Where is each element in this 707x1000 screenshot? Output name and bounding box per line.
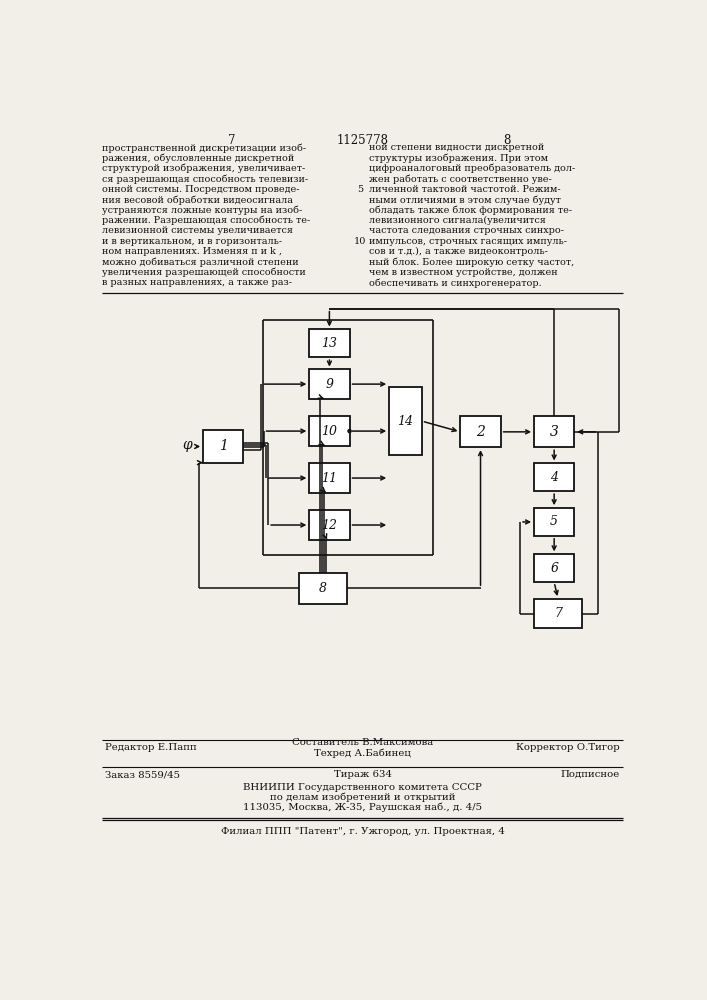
Text: 6: 6 — [550, 562, 558, 575]
Text: обеспечивать и синхрогенератор.: обеспечивать и синхрогенератор. — [369, 278, 542, 288]
Text: и в вертикальном, и в горизонталь-: и в вертикальном, и в горизонталь- — [103, 237, 283, 246]
Text: сов и т.д.), а также видеоконтроль-: сов и т.д.), а также видеоконтроль- — [369, 247, 548, 256]
Text: 5: 5 — [357, 185, 363, 194]
Bar — [389, 387, 421, 455]
Text: увеличения разрешающей способности: увеличения разрешающей способности — [103, 268, 306, 277]
Text: 3: 3 — [550, 425, 559, 439]
Text: 7: 7 — [554, 607, 562, 620]
Bar — [534, 463, 574, 491]
Text: 8: 8 — [319, 582, 327, 595]
Bar — [460, 416, 501, 447]
Text: обладать также блок формирования те-: обладать также блок формирования те- — [369, 205, 572, 215]
Text: импульсов, строчных гасящих импуль-: импульсов, строчных гасящих импуль- — [369, 237, 567, 246]
Bar — [309, 416, 349, 446]
Text: 10: 10 — [354, 237, 367, 246]
Text: частота следования строчных синхро-: частота следования строчных синхро- — [369, 226, 564, 235]
Text: 10: 10 — [322, 425, 337, 438]
Text: ной степени видности дискретной: ной степени видности дискретной — [369, 143, 544, 152]
Text: 1: 1 — [218, 439, 228, 453]
Text: Филиал ППП "Патент", г. Ужгород, ул. Проектная, 4: Филиал ППП "Патент", г. Ужгород, ул. Про… — [221, 827, 505, 836]
Text: ными отличиями в этом случае будут: ными отличиями в этом случае будут — [369, 195, 561, 205]
Text: Составитель В.Максимова: Составитель В.Максимова — [292, 738, 433, 747]
Circle shape — [348, 430, 351, 433]
Bar — [534, 416, 574, 447]
Text: 13: 13 — [322, 337, 337, 350]
Text: 14: 14 — [397, 415, 414, 428]
Text: 11: 11 — [322, 472, 337, 485]
Bar — [309, 329, 349, 357]
Text: ВНИИПИ Государственного комитета СССР: ВНИИПИ Государственного комитета СССР — [243, 783, 482, 792]
Text: можно добиваться различной степени: можно добиваться различной степени — [103, 257, 299, 267]
Text: личенной тактовой частотой. Режим-: личенной тактовой частотой. Режим- — [369, 185, 561, 194]
Bar — [534, 508, 574, 536]
Text: структуры изображения. При этом: структуры изображения. При этом — [369, 153, 548, 163]
Bar — [203, 430, 243, 463]
Bar — [309, 369, 349, 399]
Text: структурой изображения, увеличивает-: структурой изображения, увеличивает- — [103, 164, 305, 173]
Text: 7: 7 — [228, 134, 235, 147]
Bar — [309, 510, 349, 540]
Text: Заказ 8559/45: Заказ 8559/45 — [105, 770, 180, 779]
Text: 9: 9 — [325, 378, 334, 391]
Text: 113035, Москва, Ж-35, Раушская наб., д. 4/5: 113035, Москва, Ж-35, Раушская наб., д. … — [243, 803, 482, 812]
Text: пространственной дискретизации изоб-: пространственной дискретизации изоб- — [103, 143, 306, 153]
Text: 5: 5 — [550, 515, 558, 528]
Bar — [309, 463, 349, 493]
Text: 1125778: 1125778 — [337, 134, 389, 147]
Text: 2: 2 — [476, 425, 485, 439]
Text: Техред А.Бабинец: Техред А.Бабинец — [315, 749, 411, 758]
Text: Тираж 634: Тираж 634 — [334, 770, 392, 779]
Text: 12: 12 — [322, 519, 337, 532]
Text: онной системы. Посредством проведе-: онной системы. Посредством проведе- — [103, 185, 300, 194]
Text: в разных направлениях, а также раз-: в разных направлениях, а также раз- — [103, 278, 292, 287]
Text: Редактор Е.Папп: Редактор Е.Папп — [105, 743, 197, 752]
Text: по делам изобретений и открытий: по делам изобретений и открытий — [270, 793, 455, 802]
Text: ный блок. Более широкую сетку частот,: ный блок. Более широкую сетку частот, — [369, 257, 574, 267]
Bar — [534, 599, 582, 628]
Text: чем в известном устройстве, должен: чем в известном устройстве, должен — [369, 268, 558, 277]
Text: жен работать с соответственно уве-: жен работать с соответственно уве- — [369, 174, 551, 184]
Text: ражении. Разрешающая способность те-: ражении. Разрешающая способность те- — [103, 216, 310, 225]
Text: ном направлениях. Изменяя п и k ,: ном направлениях. Изменяя п и k , — [103, 247, 282, 256]
Bar — [534, 554, 574, 582]
Text: Подписное: Подписное — [560, 770, 619, 779]
Text: φ: φ — [182, 438, 192, 452]
Text: Корректор О.Тигор: Корректор О.Тигор — [515, 743, 619, 752]
Text: левизионной системы увеличивается: левизионной системы увеличивается — [103, 226, 293, 235]
Text: ражения, обусловленные дискретной: ражения, обусловленные дискретной — [103, 153, 295, 163]
Text: 8: 8 — [503, 134, 510, 147]
Text: ся разрешающая способность телевизи-: ся разрешающая способность телевизи- — [103, 174, 308, 184]
Text: левизионного сигнала(увеличится: левизионного сигнала(увеличится — [369, 216, 546, 225]
Text: цифроаналоговый преобразователь дол-: цифроаналоговый преобразователь дол- — [369, 164, 575, 173]
Text: 4: 4 — [550, 471, 558, 484]
Text: устраняются ложные контуры на изоб-: устраняются ложные контуры на изоб- — [103, 205, 303, 215]
Text: ния весовой обработки видеосигнала: ния весовой обработки видеосигнала — [103, 195, 293, 205]
Bar — [299, 573, 347, 604]
